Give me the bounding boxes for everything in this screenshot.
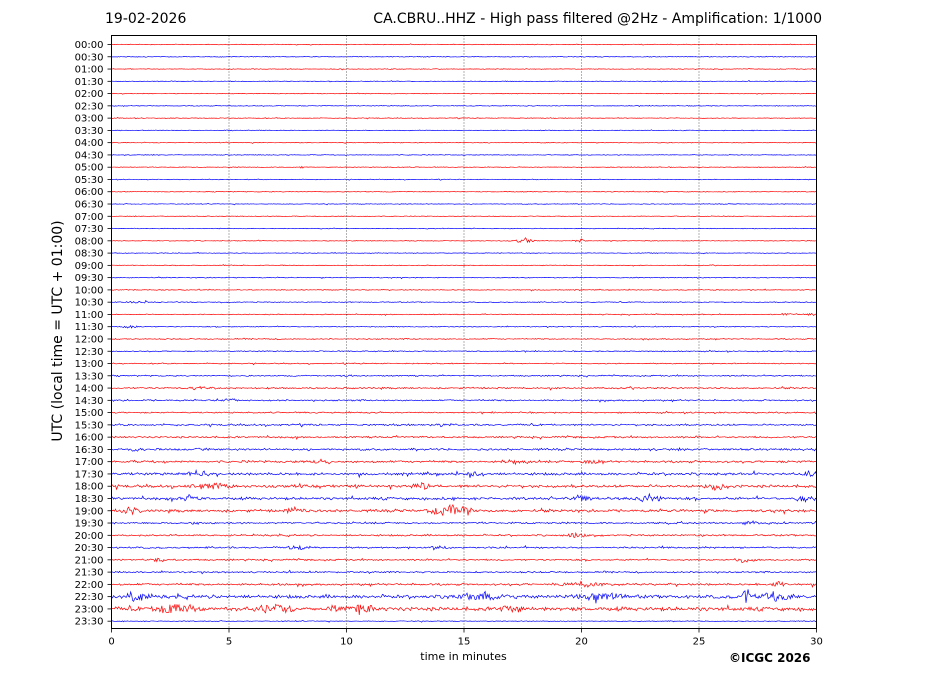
row-label: 16:00 [75,433,104,444]
row-label: 22:30 [75,592,104,603]
trace-2100 [111,557,817,564]
row-label: 17:00 [75,457,104,468]
copyright-credit: ©ICGC 2026 [729,651,811,665]
row-label: 08:30 [75,249,104,260]
row-label: 15:30 [75,420,104,431]
row-label: 04:00 [75,138,104,149]
row-label: 11:00 [75,310,104,321]
x-tick-label: 0 [108,637,114,648]
y-axis-label: UTC (local time = UTC + 01:00) [50,220,66,441]
x-tick-label: 10 [340,637,353,648]
trace-0400 [111,141,817,144]
row-label: 14:30 [75,396,104,407]
row-label: 01:30 [75,77,104,88]
row-label: 05:30 [75,175,104,186]
trace-0900 [111,264,817,267]
row-label: 07:30 [75,224,104,235]
row-label: 23:30 [75,617,104,628]
trace-1100 [111,312,817,316]
row-label: 04:30 [75,150,104,161]
row-label: 15:00 [75,408,104,419]
row-label: 09:00 [75,261,104,272]
trace-1030 [111,299,817,304]
trace-2230 [111,589,817,604]
trace-1000 [111,288,817,292]
trace-1300 [111,362,817,366]
trace-0500 [111,165,817,169]
row-label: 23:00 [75,604,104,615]
row-label: 10:30 [75,298,104,309]
row-label: 05:00 [75,163,104,174]
trace-0930 [111,276,817,280]
row-label: 17:30 [75,469,104,480]
trace-0300 [111,117,817,120]
row-label: 03:30 [75,126,104,137]
row-label: 20:30 [75,543,104,554]
trace-1430 [111,398,817,403]
trace-1500 [111,410,817,415]
row-label: 07:00 [75,212,104,223]
date-label: 19-02-2026 [105,11,187,27]
row-label: 00:30 [75,52,104,63]
row-label: 13:30 [75,371,104,382]
x-axis-ticks: 0 5 10 15 20 25 30 [108,628,823,648]
row-label: 18:30 [75,494,104,505]
x-tick-label: 15 [458,637,471,648]
x-tick-label: 5 [226,637,232,648]
trace-2030 [111,544,817,551]
row-label: 21:00 [75,555,104,566]
trace-0330 [111,129,817,132]
trace-0230 [111,104,817,107]
row-label: 08:00 [75,236,104,247]
row-label: 02:00 [75,89,104,100]
row-label: 06:00 [75,187,104,198]
x-tick-label: 20 [575,637,588,648]
row-label: 22:00 [75,580,104,591]
row-label: 09:30 [75,273,104,284]
row-label: 13:00 [75,359,104,370]
trace-2000 [111,531,817,538]
trace-1730 [111,469,817,479]
x-tick-label: 25 [693,637,706,648]
trace-1930 [111,520,817,526]
row-label: 01:00 [75,65,104,76]
trace-0430 [111,153,817,156]
row-label: 11:30 [75,322,104,333]
row-label: 00:00 [75,40,104,51]
row-label: 21:30 [75,568,104,579]
row-label: 03:00 [75,114,104,125]
row-label: 12:00 [75,334,104,345]
trace-1400 [111,385,817,391]
trace-0830 [111,251,817,255]
trace-2130 [111,569,817,575]
trace-1330 [111,374,817,378]
trace-0800 [111,237,817,244]
row-label: 19:30 [75,519,104,530]
x-axis-label: time in minutes [420,650,507,663]
vertical-gridlines [228,35,700,629]
row-label: 10:00 [75,285,104,296]
row-label: 16:30 [75,445,104,456]
trace-1530 [111,422,817,428]
trace-1600 [111,434,817,440]
row-label: 14:00 [75,384,104,395]
row-label: 18:00 [75,482,104,493]
row-label: 02:30 [75,101,104,112]
row-label: 12:30 [75,347,104,358]
chart-title: CA.CBRU..HHZ - High pass filtered @2Hz -… [373,11,822,27]
row-label: 19:00 [75,506,104,517]
x-tick-label: 30 [810,637,823,648]
row-label: 06:30 [75,200,104,211]
row-label: 20:00 [75,531,104,542]
plot-frame [111,35,817,629]
